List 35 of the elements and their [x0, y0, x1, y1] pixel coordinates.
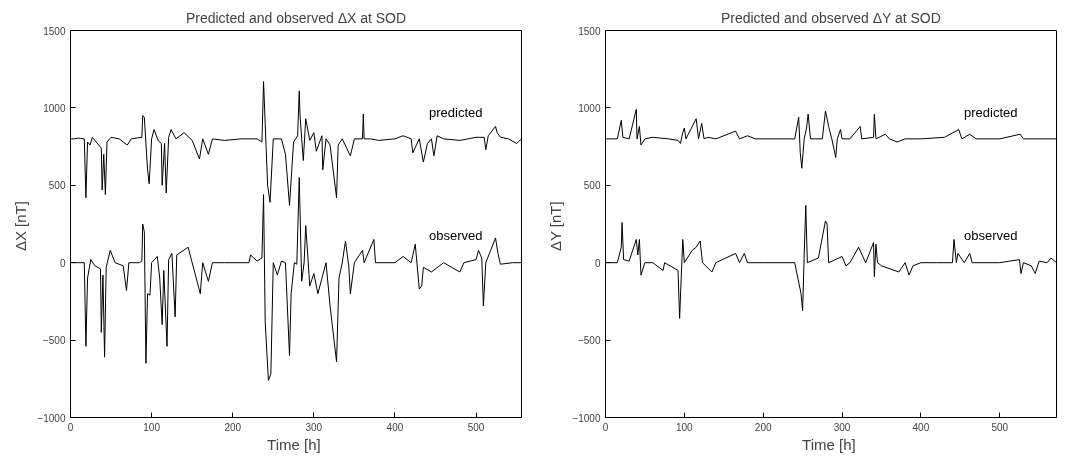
y-tick-label: 1500	[578, 25, 601, 37]
y-tick-label: 500	[48, 180, 66, 192]
x-tick-label: 400	[386, 421, 404, 433]
series-label: observed	[429, 228, 483, 244]
y-tick-label: 1500	[43, 25, 66, 37]
y-tick-label: 500	[583, 180, 601, 192]
x-tick-label: 100	[143, 421, 161, 433]
y-tick-label: 0	[59, 257, 66, 269]
y-axis-title: ΔX [nT]	[12, 201, 30, 252]
x-tick-label: 300	[833, 421, 851, 433]
y-axis-title: ΔY [nT]	[547, 201, 565, 252]
chart-title: Predicted and observed ΔX at SOD	[185, 9, 407, 26]
line-series	[605, 108, 1057, 169]
y-tick-label: 0	[594, 257, 601, 269]
chart-title: Predicted and observed ΔY at SOD	[720, 9, 941, 26]
y-tick-label: 1000	[578, 102, 601, 114]
y-tick-label: −500	[577, 335, 601, 347]
x-axis-title: Time [h]	[267, 435, 321, 453]
series-label: predicted	[429, 104, 483, 120]
x-tick-label: 0	[602, 421, 609, 433]
x-axis-title: Time [h]	[802, 435, 856, 453]
x-tick-label: 200	[754, 421, 772, 433]
y-tick-label: −500	[42, 335, 66, 347]
y-tick-label: −1000	[37, 412, 66, 424]
x-tick-label: 500	[467, 421, 485, 433]
x-tick-label: 500	[991, 421, 1009, 433]
x-tick-label: 100	[676, 421, 694, 433]
y-tick-label: −1000	[572, 412, 601, 424]
series-label: predicted	[964, 104, 1018, 120]
series-label: observed	[964, 228, 1018, 244]
x-tick-label: 400	[912, 421, 930, 433]
x-tick-label: 200	[224, 421, 242, 433]
x-tick-label: 300	[305, 421, 323, 433]
y-tick-label: 1000	[43, 102, 66, 114]
x-tick-label: 0	[67, 421, 74, 433]
